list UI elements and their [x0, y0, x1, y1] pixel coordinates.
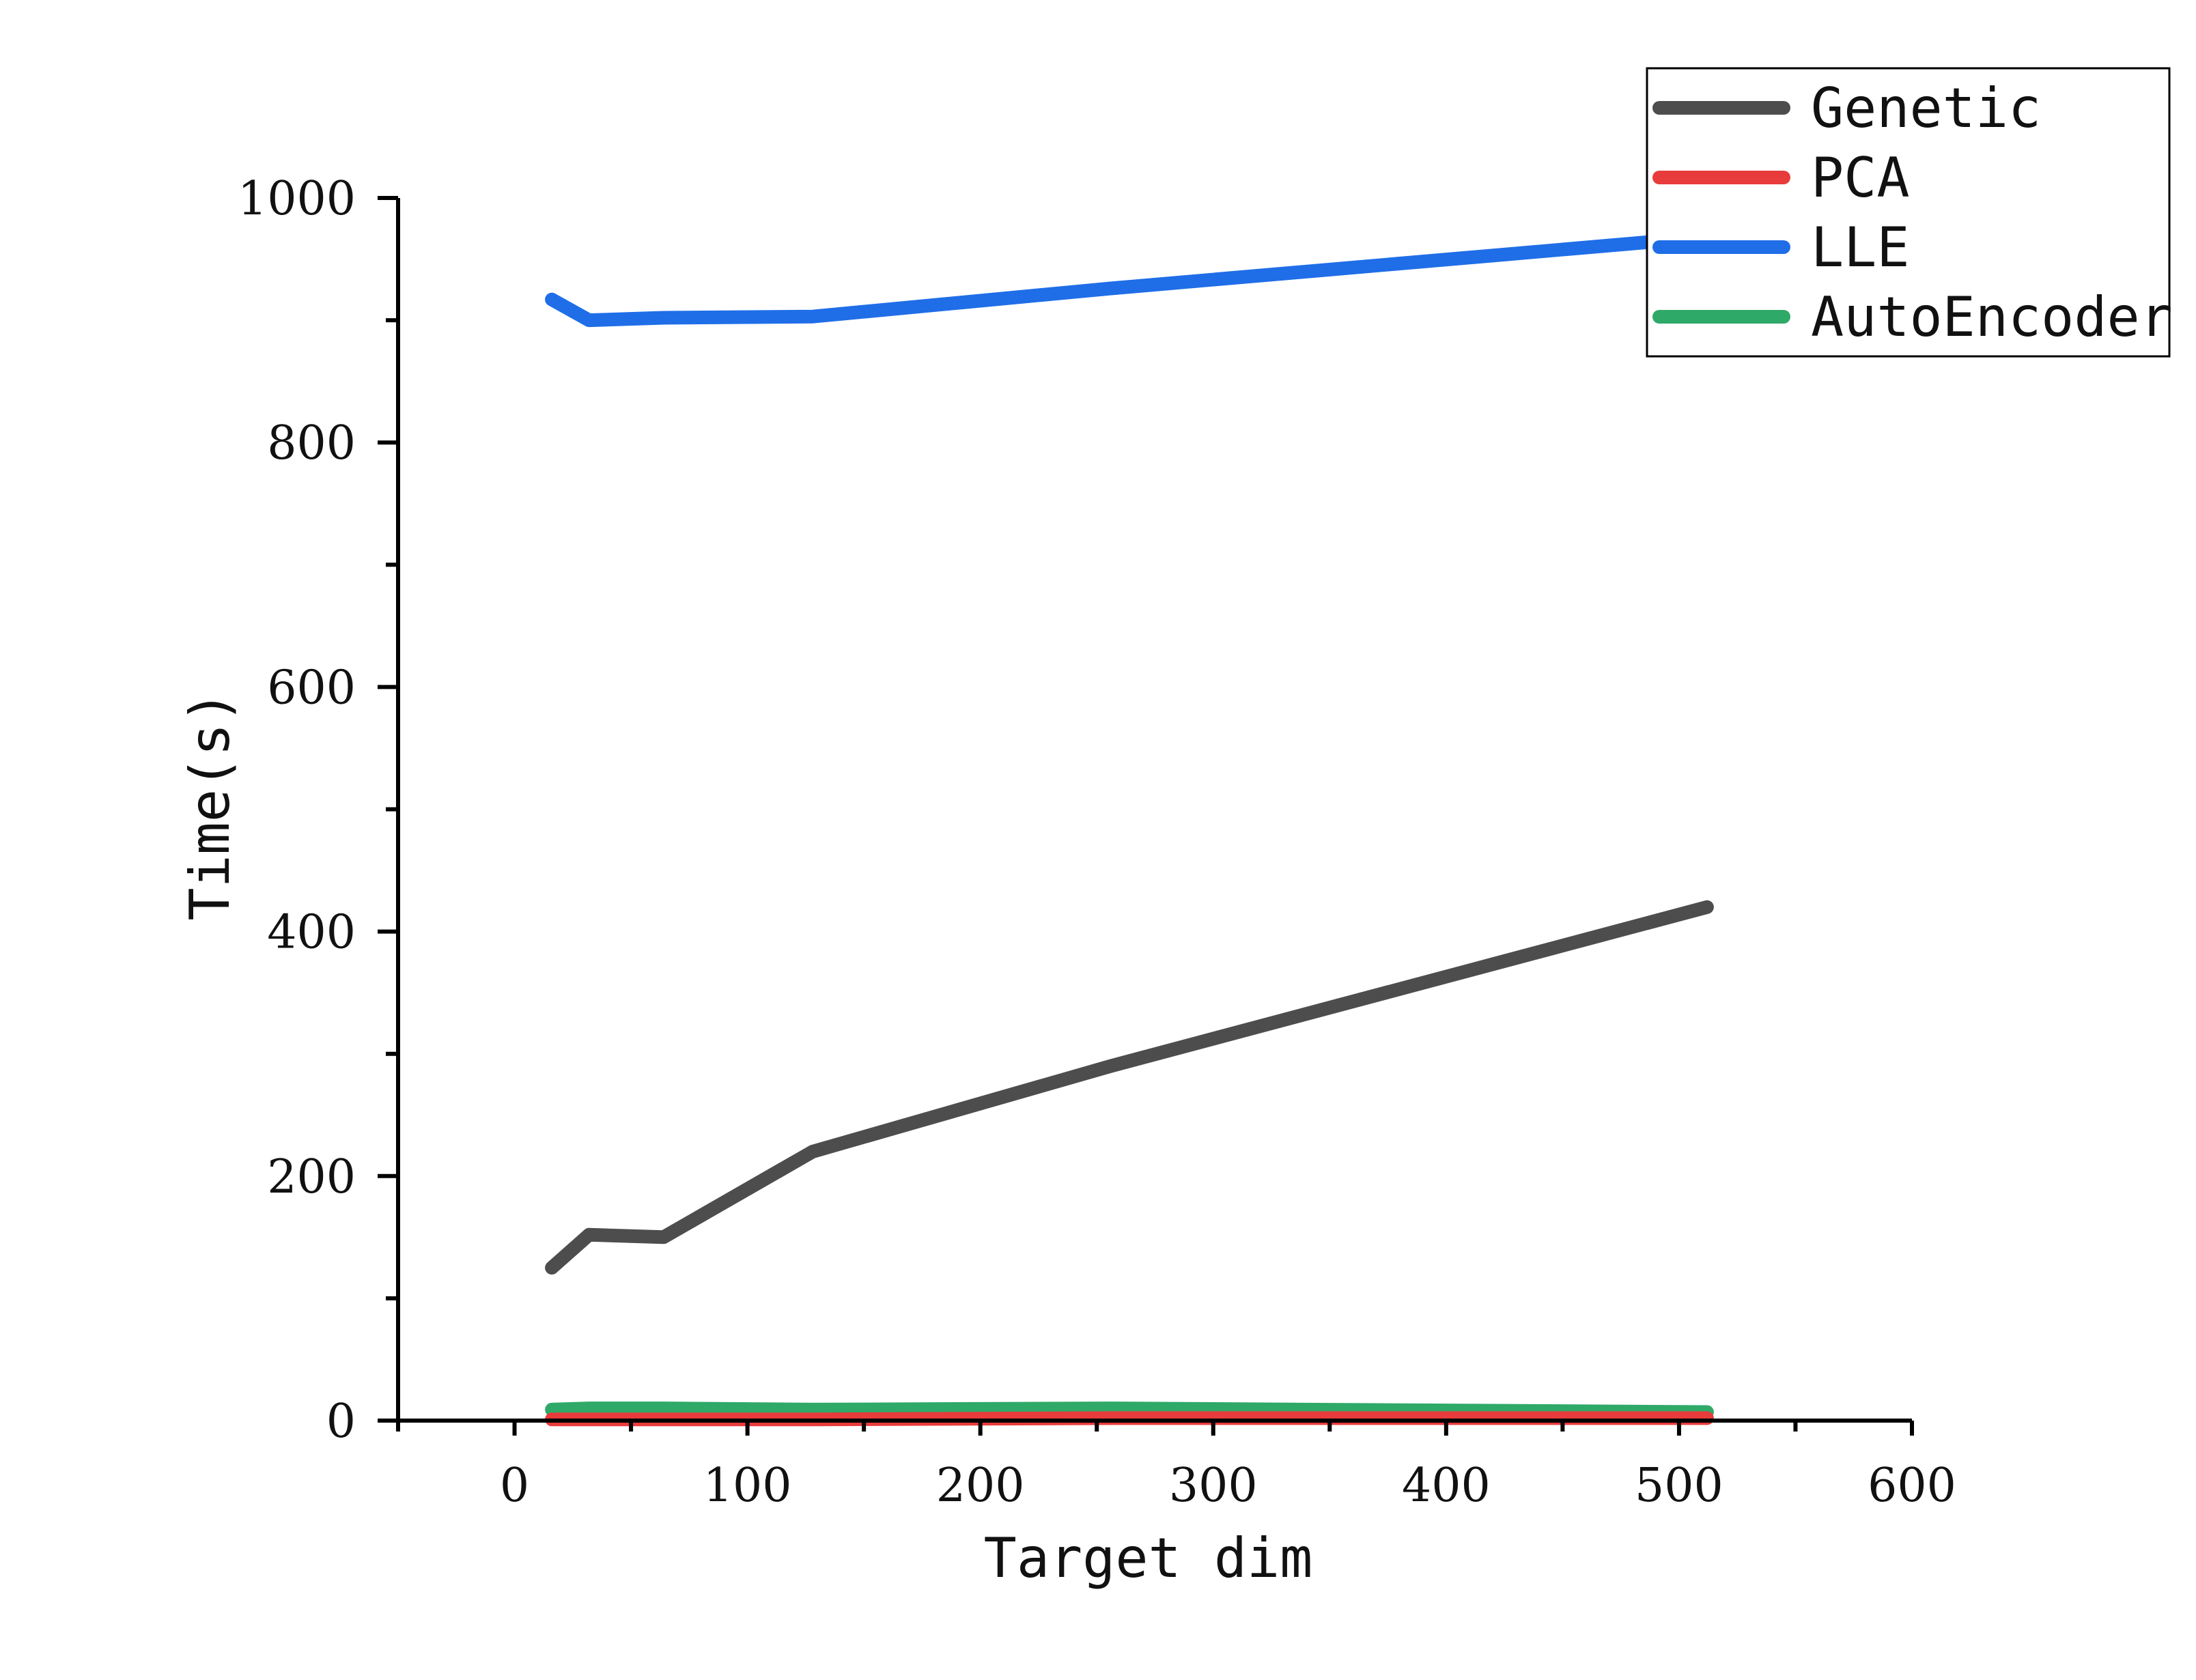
y-tick-label: 0	[326, 1395, 356, 1449]
axis-labels-group: 0 100 200 300 400 500 600 0 200 400 600 800 1000 Targ…	[178, 172, 1956, 1590]
y-tick-label: 600	[267, 661, 356, 715]
x-tick-label: 600	[1868, 1459, 1956, 1513]
axes-group	[378, 196, 1914, 1436]
legend-label-pca: PCA	[1811, 146, 1910, 210]
x-axis-title: Target dim	[984, 1526, 1313, 1590]
plot-series-group	[545, 230, 1714, 1427]
y-tick-label: 1000	[238, 172, 356, 226]
y-tick-label: 800	[267, 416, 356, 470]
series-line-lle	[545, 230, 1714, 328]
y-tick-label: 200	[267, 1150, 356, 1204]
x-tick-label: 0	[500, 1459, 529, 1513]
series-line-autoencoder	[545, 1401, 1714, 1419]
x-tick-label: 400	[1402, 1459, 1491, 1513]
x-tick-label: 100	[703, 1459, 792, 1513]
x-tick-label: 200	[936, 1459, 1025, 1513]
y-tick-label: 400	[267, 906, 356, 960]
x-tick-label: 300	[1169, 1459, 1258, 1513]
y-axis-title: Time(s)	[178, 690, 242, 920]
legend-label-lle: LLE	[1811, 216, 1910, 279]
legend-box	[1646, 67, 2171, 358]
series-line-genetic	[545, 900, 1714, 1275]
legend-label-genetic: Genetic	[1811, 76, 2041, 140]
legend-label-autoencoder: AutoEncoder	[1811, 285, 2173, 349]
x-tick-label: 500	[1635, 1459, 1723, 1513]
